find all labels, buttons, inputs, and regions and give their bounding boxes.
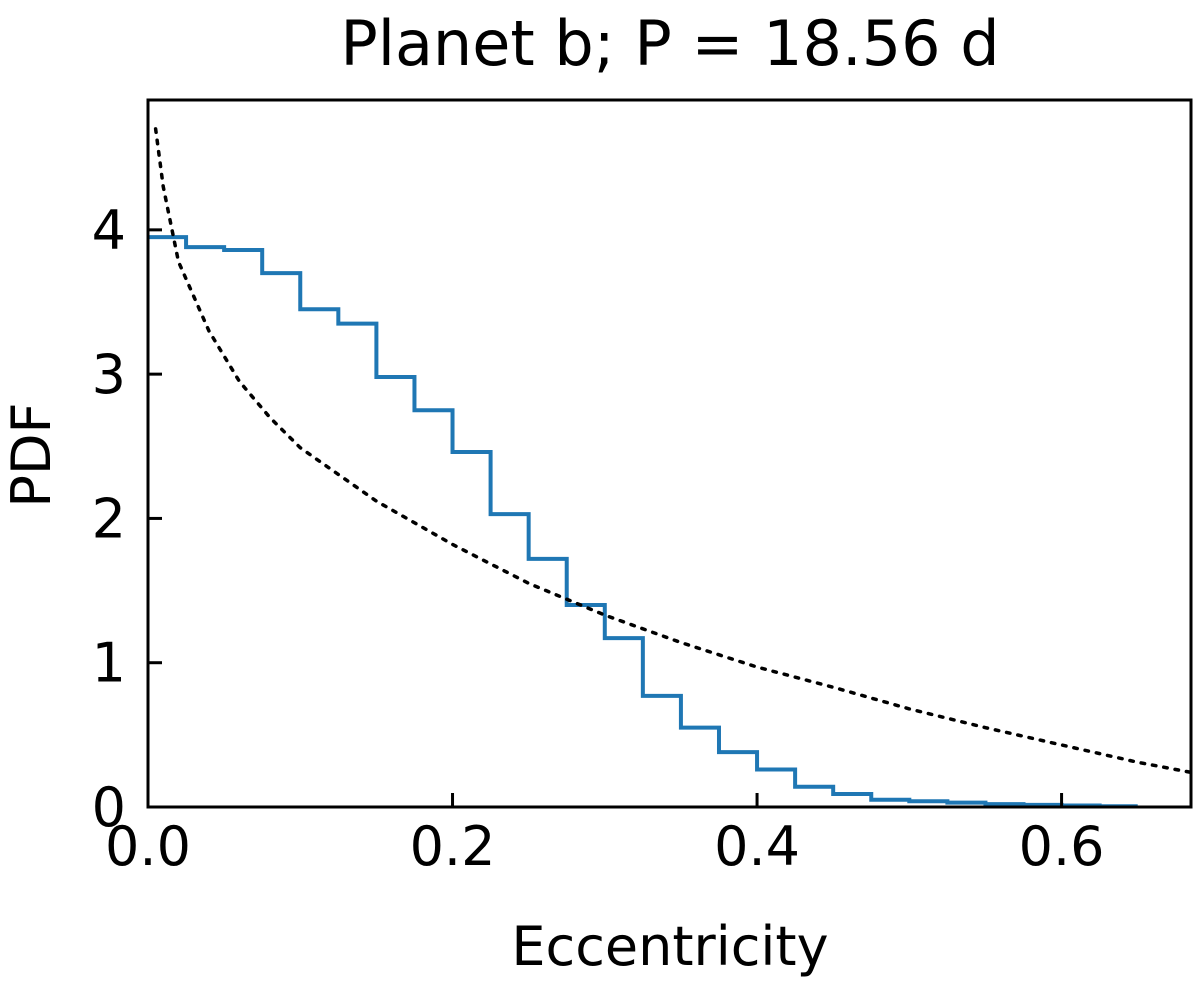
series-histogram-line <box>148 235 1138 807</box>
y-tick-label: 4 <box>92 199 126 262</box>
x-tick-label: 0.0 <box>105 815 191 878</box>
y-tick-label: 2 <box>92 487 126 550</box>
axes-frame <box>146 98 1193 809</box>
chart-title: Planet b; P = 18.56 d <box>340 7 999 80</box>
x-tick-label: 0.6 <box>1019 815 1105 878</box>
x-tick-label: 0.2 <box>410 815 496 878</box>
y-tick-label: 3 <box>92 343 126 406</box>
y-tick-label: 1 <box>92 632 126 695</box>
plot-area <box>148 127 1191 807</box>
y-axis-label: PDF <box>0 402 63 507</box>
ticks: 0.0 0.2 0.4 0.6 0 1 2 3 4 <box>92 199 1105 878</box>
y-tick-label: 0 <box>92 776 126 839</box>
x-tick-label: 0.4 <box>714 815 800 878</box>
x-axis-label: Eccentricity <box>511 915 828 978</box>
series-prior-dotted-line <box>153 127 1191 775</box>
